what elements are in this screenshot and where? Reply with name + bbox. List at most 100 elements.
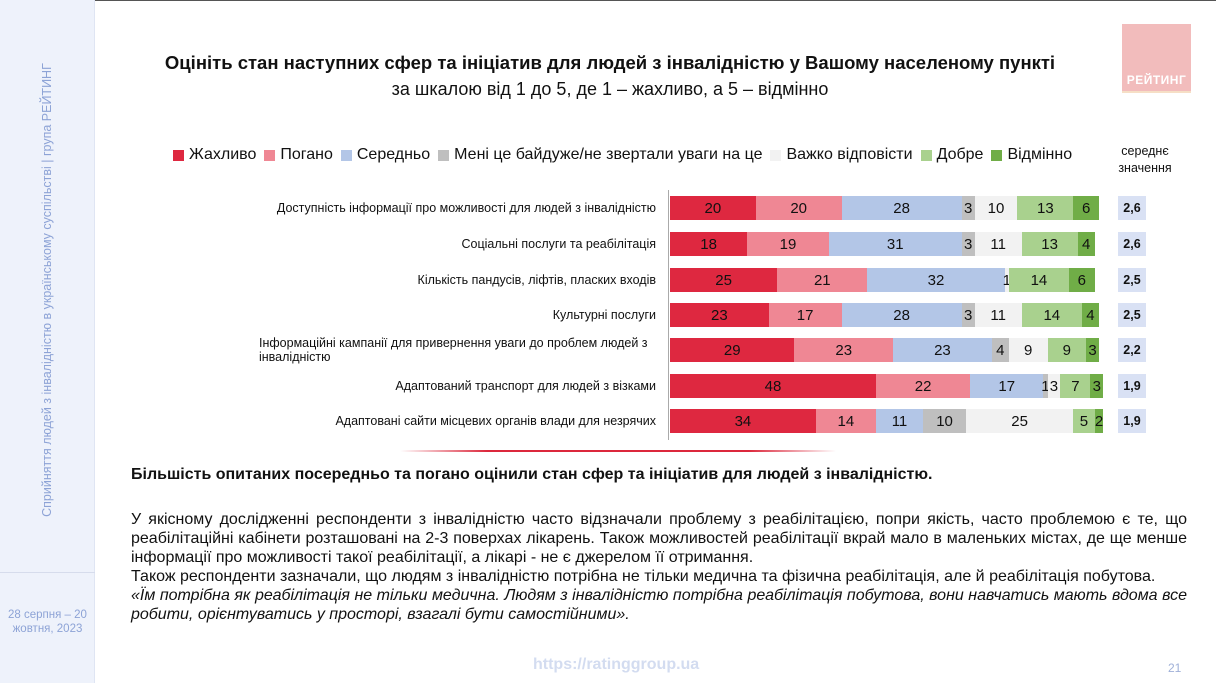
bar-segment: 3 xyxy=(961,196,975,220)
body-text: У якісному дослідженні респонденти з інв… xyxy=(131,510,1187,624)
data-label: 48 xyxy=(764,377,782,395)
data-label: 19 xyxy=(779,235,797,253)
page-title: Оцініть стан наступних сфер та ініціатив… xyxy=(164,52,1056,73)
bar-segment: 28 xyxy=(841,303,962,327)
page-number: 21 xyxy=(1168,661,1182,675)
bar-segment: 3 xyxy=(961,232,975,256)
data-label: 3 xyxy=(1088,341,1097,359)
page-subtitle: за шкалою від 1 до 5, де 1 – жахливо, а … xyxy=(391,79,829,99)
average-value: 2,5 xyxy=(1118,268,1146,292)
data-label: 3 xyxy=(1092,377,1101,395)
legend-label: Добре xyxy=(936,146,984,163)
bar-segment: 22 xyxy=(875,374,971,398)
data-label: 20 xyxy=(704,199,722,217)
data-label: 6 xyxy=(1081,199,1091,217)
data-label: 3 xyxy=(1049,377,1059,395)
average-value: 2,2 xyxy=(1118,338,1146,362)
conclusion-text: Більшість опитаних посередньо та погано … xyxy=(131,466,933,483)
data-label: 13 xyxy=(1041,235,1058,253)
data-label: 18 xyxy=(700,235,717,253)
legend-swatch xyxy=(173,149,184,161)
data-label: 23 xyxy=(835,341,853,359)
bar-segment: 25 xyxy=(966,409,1074,433)
bar-segment: 14 xyxy=(1021,303,1082,327)
data-label: 23 xyxy=(934,341,951,359)
legend-item: Погано xyxy=(264,146,333,164)
bar-segment: 6 xyxy=(1073,196,1099,220)
data-label: 10 xyxy=(936,412,953,430)
legend-item: Середньо xyxy=(340,146,431,164)
data-label: 34 xyxy=(734,412,752,430)
bar-segment: 48 xyxy=(670,374,876,398)
bar-segment: 4 xyxy=(1081,303,1099,327)
bar-segment: 23 xyxy=(893,338,992,362)
legend-item: Відмінно xyxy=(991,146,1072,164)
data-label: 11 xyxy=(990,306,1006,324)
bar-segment: 9 xyxy=(1008,338,1048,362)
category-label: Соціальні послуги та реабілітація xyxy=(461,237,656,251)
bar-segment: 9 xyxy=(1047,338,1087,362)
data-label: 17 xyxy=(796,306,814,324)
bar-segment: 32 xyxy=(867,268,1005,292)
data-label: 1 xyxy=(1002,271,1011,289)
bar-segment: 19 xyxy=(747,232,829,256)
top-border xyxy=(0,0,1216,1)
bar-segment: 20 xyxy=(670,196,756,220)
bar-segment: 2 xyxy=(1094,409,1104,433)
data-label: 3 xyxy=(963,199,973,217)
average-value: 2,5 xyxy=(1118,303,1146,327)
data-label: 25 xyxy=(1011,412,1028,430)
bar-segment: 23 xyxy=(670,303,769,327)
bar-segment: 31 xyxy=(828,232,962,256)
bar-segment: 29 xyxy=(670,338,795,362)
bar-segment: 17 xyxy=(768,303,842,327)
paragraph-1: У якісному дослідженні респонденти з інв… xyxy=(131,511,1187,566)
legend-item: Добре xyxy=(920,146,984,164)
bar-segment: 34 xyxy=(670,409,816,433)
legend-item: Мені це байдуже/не звертали уваги на це xyxy=(438,146,762,164)
data-label: 1 xyxy=(1041,377,1050,395)
bar-segment: 3 xyxy=(1086,338,1099,362)
bar-segment: 14 xyxy=(1008,268,1069,292)
legend-label: Мені це байдуже/не звертали уваги на це xyxy=(454,146,763,163)
data-label: 4 xyxy=(1086,306,1095,324)
category-axis xyxy=(668,190,669,440)
data-label: 31 xyxy=(886,235,904,253)
data-label: 7 xyxy=(1071,377,1080,395)
legend-label: Середньо xyxy=(356,146,431,163)
data-label: 14 xyxy=(837,412,855,430)
bar-segment: 28 xyxy=(841,196,962,220)
legend-swatch xyxy=(991,149,1003,161)
bar-segment: 18 xyxy=(670,232,748,256)
survey-date: 28 серпня – 20 жовтня, 2023 xyxy=(8,609,87,635)
red-underline xyxy=(400,450,836,452)
data-label: 11 xyxy=(891,412,908,430)
category-label: Культурні послуги xyxy=(552,308,656,322)
bar-segment: 20 xyxy=(755,196,842,220)
legend-swatch xyxy=(438,149,450,161)
bar-segment: 1 xyxy=(1041,374,1050,398)
data-label: 29 xyxy=(723,341,741,359)
data-label: 3 xyxy=(963,306,973,324)
data-label: 11 xyxy=(990,235,1006,253)
data-label: 2 xyxy=(1094,412,1104,430)
category-label: Інформаційні кампанії для привернення ув… xyxy=(259,336,648,364)
data-label: 28 xyxy=(893,306,910,324)
bar-segment: 3 xyxy=(1047,374,1061,398)
footer-url[interactable]: https://ratinggroup.ua xyxy=(533,656,700,673)
bar-segment: 4 xyxy=(1077,232,1095,256)
rating-logo: РЕЙТИНГ xyxy=(1122,24,1191,93)
data-label: 4 xyxy=(996,341,1005,359)
data-label: 28 xyxy=(893,199,910,217)
bar-segment: 11 xyxy=(974,232,1022,256)
bar-segment: 6 xyxy=(1068,268,1095,292)
data-label: 3 xyxy=(963,235,973,253)
quote: «Їм потрібна як реабілітація не тільки м… xyxy=(131,587,1187,623)
bar-segment: 25 xyxy=(670,268,778,292)
data-label: 21 xyxy=(813,271,831,289)
data-label: 5 xyxy=(1079,412,1089,430)
legend-swatch xyxy=(770,149,782,161)
data-label: 14 xyxy=(1043,306,1061,324)
bar-segment: 5 xyxy=(1073,409,1095,433)
data-label: 32 xyxy=(927,271,945,289)
